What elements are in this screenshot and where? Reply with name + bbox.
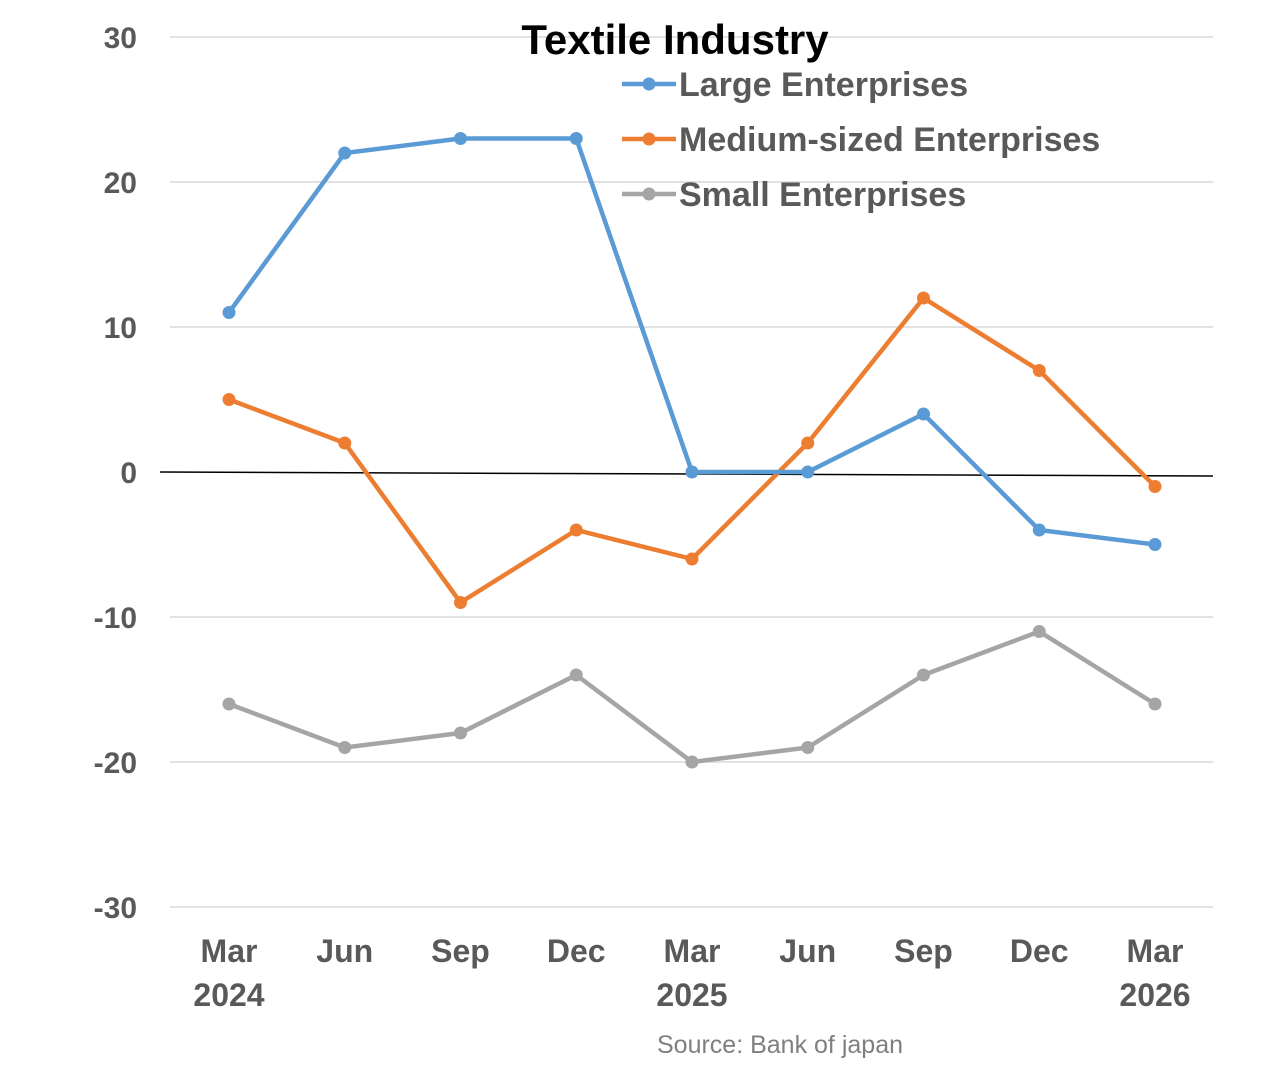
x-axis-tick-labels: Mar 2024 Jun Sep Dec Mar 2025 Jun Sep Dec Mar 2026 (193, 933, 1190, 1013)
x-tick-year-label: 2024 (193, 977, 264, 1013)
gridlines (170, 36, 1213, 908)
series-group (222, 132, 1162, 551)
legend-marker (642, 77, 656, 91)
data-point (222, 393, 236, 406)
x-tick-label: Dec (1010, 933, 1069, 969)
x-tick-label: Sep (431, 933, 490, 969)
y-tick-label: 10 (104, 312, 137, 345)
data-point (454, 596, 467, 609)
data-point (801, 741, 815, 754)
data-point (801, 436, 815, 450)
x-tick-label: Mar (1127, 933, 1184, 969)
x-tick-label: Jun (779, 933, 836, 969)
data-point (1032, 523, 1046, 537)
y-axis-tick-labels: 30 20 10 0 -10 -20 -30 (94, 22, 137, 925)
chart-title: Textile Industry (521, 16, 829, 63)
data-point (454, 132, 467, 145)
y-tick-label: 0 (120, 457, 137, 490)
data-point (1148, 480, 1162, 493)
data-point (1032, 625, 1046, 638)
data-point (1148, 697, 1162, 711)
y-tick-label: 30 (104, 22, 137, 55)
data-point (454, 726, 467, 740)
legend: Large Enterprises Medium-sized Enterprise… (622, 66, 1100, 214)
source-note: Source: Bank of japan (657, 1031, 903, 1059)
data-point (917, 291, 930, 305)
data-point (685, 755, 699, 769)
series-group (222, 625, 1162, 769)
data-point (917, 668, 930, 682)
data-point (338, 741, 352, 754)
x-tick-label: Sep (894, 933, 953, 969)
data-point (1032, 364, 1046, 377)
data-point (338, 436, 352, 450)
x-tick-year-label: 2025 (656, 977, 727, 1013)
data-point (685, 465, 699, 479)
x-tick-label: Jun (316, 933, 373, 969)
data-point (569, 668, 583, 682)
legend-label: Small Enterprises (679, 176, 966, 214)
x-tick-label: Mar (201, 933, 258, 969)
data-point (685, 552, 699, 566)
legend-label: Medium-sized Enterprises (679, 121, 1100, 159)
y-tick-label: -20 (94, 747, 137, 780)
data-point (338, 146, 352, 160)
legend-marker (642, 187, 656, 201)
legend-marker (642, 132, 656, 146)
y-tick-label: -10 (94, 602, 137, 635)
legend-label: Large Enterprises (679, 66, 968, 104)
data-point (1148, 538, 1162, 551)
series-group (222, 291, 1162, 609)
data-series (222, 132, 1162, 769)
y-tick-label: 20 (104, 167, 137, 200)
data-point (222, 306, 236, 319)
x-tick-label: Dec (547, 933, 606, 969)
x-tick-year-label: 2026 (1119, 977, 1190, 1013)
data-point (917, 407, 930, 421)
data-point (569, 132, 583, 145)
y-tick-label: -30 (94, 892, 137, 925)
data-point (569, 523, 583, 537)
data-point (801, 465, 815, 479)
x-tick-label: Mar (664, 933, 721, 969)
data-point (222, 697, 236, 711)
